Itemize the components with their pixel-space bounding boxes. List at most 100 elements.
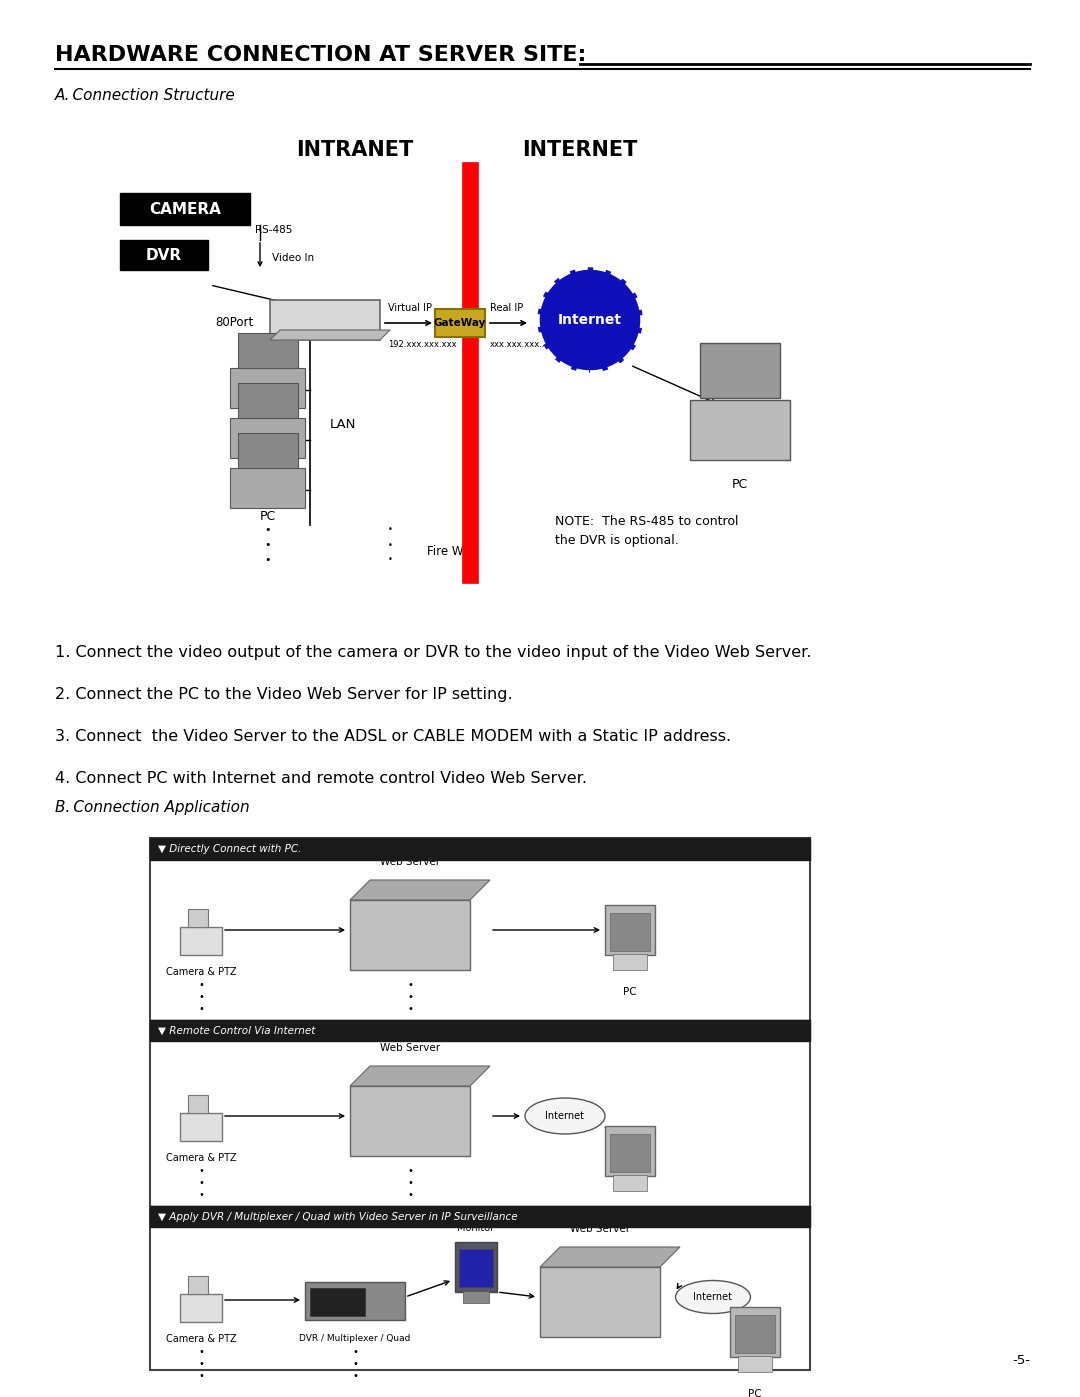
FancyBboxPatch shape [270,300,380,339]
FancyBboxPatch shape [738,1356,772,1372]
Text: Internet: Internet [545,1111,584,1120]
Text: •: • [198,1004,204,1014]
FancyBboxPatch shape [120,193,249,225]
FancyBboxPatch shape [150,838,810,861]
Text: •: • [198,1370,204,1382]
Polygon shape [540,1248,680,1267]
Text: PC: PC [623,988,637,997]
Text: Camera & PTZ: Camera & PTZ [165,967,237,977]
Text: INTERNET: INTERNET [523,140,637,161]
Text: •: • [198,1190,204,1200]
Text: Video In: Video In [272,253,314,263]
FancyBboxPatch shape [613,954,647,970]
FancyBboxPatch shape [150,838,810,1370]
Text: Monitor: Monitor [458,1222,495,1234]
FancyBboxPatch shape [605,1126,654,1176]
FancyBboxPatch shape [120,240,208,270]
Text: 1. Connect the video output of the camera or DVR to the video input of the Video: 1. Connect the video output of the camer… [55,645,811,659]
Text: Internet: Internet [558,313,622,327]
Text: •: • [198,1359,204,1369]
FancyBboxPatch shape [188,1095,208,1113]
Text: Web Server: Web Server [380,1044,440,1053]
Text: •: • [352,1370,357,1382]
FancyBboxPatch shape [605,905,654,956]
FancyBboxPatch shape [350,900,470,970]
Text: •: • [407,1178,413,1187]
Text: •: • [352,1359,357,1369]
Text: •: • [265,525,271,535]
Text: Virtual IP: Virtual IP [388,303,432,313]
FancyBboxPatch shape [230,468,305,509]
Text: DVR: DVR [146,247,183,263]
FancyBboxPatch shape [700,344,780,398]
Text: RS-485: RS-485 [255,225,293,235]
Text: •: • [352,1347,357,1356]
Text: ▼ Directly Connect with PC.: ▼ Directly Connect with PC. [158,844,301,854]
Text: GateWay: GateWay [434,319,486,328]
Text: •: • [198,1166,204,1176]
FancyBboxPatch shape [230,367,305,408]
Text: ▼ Apply DVR / Multiplexer / Quad with Video Server in IP Surveillance: ▼ Apply DVR / Multiplexer / Quad with Vi… [158,1213,517,1222]
Text: •: • [198,1178,204,1187]
Text: 4. Connect PC with Internet and remote control Video Web Server.: 4. Connect PC with Internet and remote c… [55,771,588,787]
Text: •: • [198,1347,204,1356]
FancyBboxPatch shape [238,332,298,367]
Text: xxx.xxx.xxx.xxx: xxx.xxx.xxx.xxx [490,339,558,349]
Text: •: • [388,556,392,564]
FancyBboxPatch shape [459,1249,492,1287]
FancyBboxPatch shape [690,400,789,460]
Text: A. Connection Structure: A. Connection Structure [55,88,235,103]
FancyBboxPatch shape [350,1085,470,1155]
FancyBboxPatch shape [735,1315,775,1354]
Text: 3. Connect  the Video Server to the ADSL or CABLE MODEM with a Static IP address: 3. Connect the Video Server to the ADSL … [55,729,731,745]
Text: •: • [198,992,204,1002]
Text: •: • [407,992,413,1002]
Polygon shape [350,1066,490,1085]
Text: Web Server: Web Server [380,856,440,868]
Polygon shape [350,880,490,900]
Circle shape [538,268,642,372]
Polygon shape [270,330,390,339]
Text: 192.xxx.xxx.xxx: 192.xxx.xxx.xxx [388,339,457,349]
FancyBboxPatch shape [180,1113,222,1141]
Text: PC: PC [623,1208,637,1218]
Text: •: • [407,981,413,990]
Text: PC: PC [732,478,748,490]
FancyBboxPatch shape [435,309,485,337]
Text: Internet: Internet [693,1292,732,1302]
Text: Real IP: Real IP [490,303,523,313]
FancyBboxPatch shape [150,1020,810,1041]
Text: PC: PC [260,510,276,522]
Text: Fire Wall: Fire Wall [427,545,477,557]
FancyBboxPatch shape [310,1288,365,1316]
Text: •: • [407,1190,413,1200]
Text: Camera & PTZ: Camera & PTZ [165,1153,237,1162]
FancyBboxPatch shape [540,1267,660,1337]
Text: 80Port: 80Port [215,317,253,330]
FancyBboxPatch shape [188,1275,208,1294]
FancyBboxPatch shape [180,928,222,956]
Text: INTRANET: INTRANET [296,140,414,161]
FancyBboxPatch shape [230,418,305,458]
Text: •: • [407,1166,413,1176]
FancyBboxPatch shape [180,1294,222,1322]
FancyBboxPatch shape [238,433,298,468]
Text: •: • [388,541,392,549]
Ellipse shape [525,1098,605,1134]
FancyBboxPatch shape [730,1308,780,1356]
Text: Web Server: Web Server [570,1224,630,1234]
Text: •: • [198,981,204,990]
FancyBboxPatch shape [455,1242,497,1292]
Text: •: • [265,541,271,550]
Text: 2. Connect the PC to the Video Web Server for IP setting.: 2. Connect the PC to the Video Web Serve… [55,687,513,703]
Text: HARDWARE CONNECTION AT SERVER SITE:: HARDWARE CONNECTION AT SERVER SITE: [55,45,586,66]
Ellipse shape [675,1281,751,1313]
Text: ▼ Remote Control Via Internet: ▼ Remote Control Via Internet [158,1025,315,1037]
FancyBboxPatch shape [188,909,208,928]
Text: DVR / Multiplexer / Quad: DVR / Multiplexer / Quad [299,1334,410,1343]
Text: LAN: LAN [330,419,356,432]
FancyBboxPatch shape [150,1206,810,1227]
Text: -5-: -5- [1012,1354,1030,1368]
Text: CAMERA: CAMERA [149,201,221,217]
Text: •: • [388,525,392,535]
